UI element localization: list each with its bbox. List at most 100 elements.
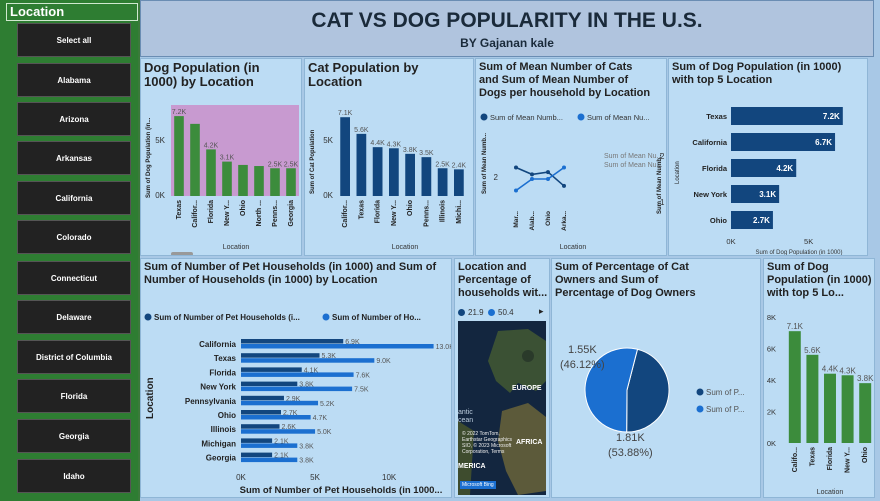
slicer-item-district-of-columbia[interactable]: District of Columbia	[17, 340, 131, 374]
legend-marker	[144, 313, 152, 321]
legend-label: Sum of Mean Numb...	[490, 113, 563, 122]
panel-title: Sum of Mean Number of Cats and Sum of Me…	[479, 61, 651, 99]
households-panel[interactable]: Sum of Number of Pet Households (in 1000…	[140, 258, 452, 498]
slicer-item-select-all[interactable]: Select all	[17, 23, 131, 57]
axis-tick: 0K	[767, 439, 776, 448]
slicer-item-alabama[interactable]: Alabama	[17, 63, 131, 97]
data-label: 7.6K	[356, 372, 371, 379]
tooltip-label: Sum of Mean Nu...	[604, 162, 662, 169]
data-label: 4.3K	[839, 366, 856, 375]
data-label: (46.12%)	[560, 359, 605, 371]
axis-tick: 6K	[767, 345, 776, 354]
tick-label: Illinois	[211, 425, 237, 434]
slicer-item-arkansas[interactable]: Arkansas	[17, 141, 131, 175]
report-canvas: CAT VS DOG POPULARITY IN THE U.S. BY Gaj…	[140, 0, 880, 501]
bar	[806, 354, 819, 443]
dog-top5-vertical-panel[interactable]: Sum of Dog Population (in 1000) with top…	[763, 258, 875, 498]
data-label: 7.1K	[338, 110, 353, 117]
slicer-item-arizona[interactable]: Arizona	[17, 102, 131, 136]
tick-label: North ...	[256, 200, 263, 226]
tick-label: New Y...	[391, 200, 398, 226]
tick-label: Penns...	[423, 200, 430, 227]
bar	[454, 169, 464, 196]
y-axis-title: Sum of Dog Population (in...	[146, 117, 152, 198]
bar	[241, 443, 298, 448]
tick-label: Texas	[706, 112, 727, 121]
legend-marker	[696, 388, 704, 396]
bar	[731, 211, 773, 229]
data-label: 4.4K	[370, 140, 385, 147]
tick-label: Florida	[209, 368, 236, 377]
tick-label: Texas	[214, 354, 237, 363]
axis-tick: 0K	[155, 191, 165, 200]
slicer-title: Location	[6, 3, 138, 21]
data-point	[530, 172, 534, 177]
panel-title: Dog Population (in 1000) by Location	[144, 60, 260, 89]
data-point	[562, 165, 566, 170]
mean-number-panel[interactable]: Sum of Mean Number of Cats and Sum of Me…	[475, 58, 667, 256]
slicer-item-california[interactable]: California	[17, 181, 131, 215]
slicer-item-idaho[interactable]: Idaho	[17, 459, 131, 493]
bar	[340, 117, 350, 196]
cat-population-chart: 7.1K Califor... 5.6K Texas 4.4K Florida 4.3K Ne…	[310, 110, 466, 251]
slicer-item-colorado[interactable]: Colorado	[17, 220, 131, 254]
slicer-item-delaware[interactable]: Delaware	[17, 300, 131, 334]
map-legend-item: 21.9	[458, 308, 484, 317]
chevron-right-icon[interactable]: ▸	[539, 306, 544, 316]
slicer-item-georgia[interactable]: Georgia	[17, 419, 131, 453]
tick-label: New York	[200, 383, 236, 392]
dog-population-panel[interactable]: Dog Population (in 1000) by Location 7.2…	[140, 58, 302, 256]
data-label: 4.3K	[387, 141, 402, 148]
bar	[241, 415, 311, 420]
map-label-merica: MERICA	[458, 463, 486, 470]
tick-label: Illinois	[440, 200, 447, 222]
tick-label: California	[692, 138, 727, 147]
y-axis-title: Location	[145, 377, 156, 419]
axis-tick: 5K	[323, 136, 333, 145]
tick-label: Califor...	[342, 200, 349, 228]
tick-label: Michigan	[201, 439, 236, 448]
bar	[405, 153, 415, 196]
data-label: 3.1K	[220, 155, 235, 162]
tick-label: Florida	[827, 447, 834, 470]
bar	[859, 383, 872, 443]
map-panel[interactable]: Location and Percentage of households wi…	[454, 258, 550, 498]
tick-label: Pennsylvania	[185, 397, 237, 406]
bar	[731, 107, 843, 125]
owners-pie-chart: 1.55K (46.12%) 1.81K (53.88%) Sum of P... Sum…	[560, 344, 745, 459]
map-credit: © 2022 TomTom, Earthstar Geographics SIO…	[462, 431, 513, 455]
panel-title: Sum of Dog Population (in 1000) with top…	[672, 61, 842, 86]
bar	[241, 400, 319, 406]
bar	[421, 157, 432, 196]
bar	[241, 386, 353, 392]
slicer-item-florida[interactable]: Florida	[17, 379, 131, 413]
owners-pie-panel[interactable]: Sum of Percentage of Cat Owners and Sum …	[551, 258, 761, 498]
axis-tick: 5K	[310, 473, 320, 482]
slicer-item-connecticut[interactable]: Connecticut	[17, 261, 131, 295]
bar	[241, 429, 316, 434]
tick-label: Florida	[702, 164, 728, 173]
data-label: (53.88%)	[608, 447, 653, 459]
legend-label: Sum of Number of Ho...	[332, 313, 421, 322]
data-label: 2.1K	[274, 453, 289, 460]
legend-marker	[322, 313, 330, 321]
map-area[interactable]: EUROPE antic cean AFRICA MERICA © 2022 T…	[458, 321, 546, 495]
data-label: 3.1K	[759, 190, 776, 199]
data-label: 5.3K	[322, 353, 337, 360]
location-slicer: Location Select all Alabama Arizona Arka…	[0, 0, 138, 501]
axis-tick: 1	[660, 198, 665, 207]
mean-number-chart: Sum of Mean Numb... Sum of Mean Nu...Mar.…	[480, 113, 665, 251]
bar	[372, 147, 383, 196]
bar	[241, 410, 281, 415]
bar	[286, 168, 296, 196]
data-label: 6.7K	[815, 138, 832, 147]
axis-tick: 8K	[767, 313, 776, 322]
tick-label: New Y...	[845, 447, 852, 473]
cat-population-panel[interactable]: Cat Population by Location 7.1K Califor..…	[304, 58, 474, 256]
legend-label: Sum of Mean Nu...	[587, 113, 650, 122]
x-axis-title: Location	[392, 244, 419, 251]
panel-title: Sum of Dog Population (in 1000) with top…	[767, 261, 872, 299]
data-label: 2.7K	[753, 216, 770, 225]
dog-top5-panel[interactable]: Sum of Dog Population (in 1000) with top…	[668, 58, 868, 256]
x-axis-title: Location	[817, 489, 844, 496]
